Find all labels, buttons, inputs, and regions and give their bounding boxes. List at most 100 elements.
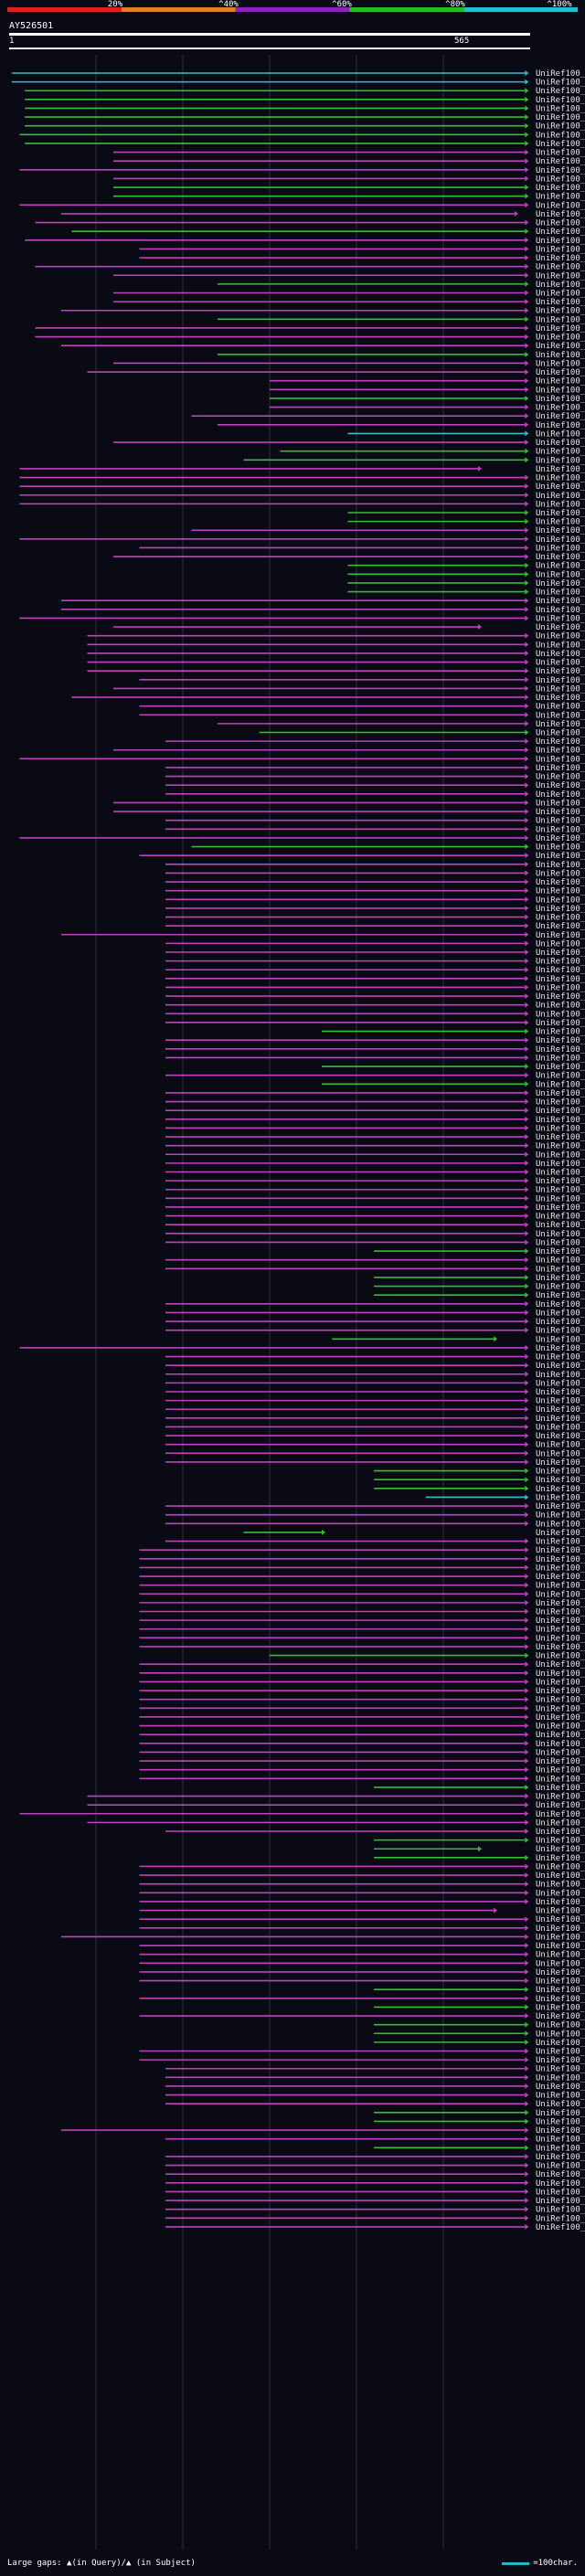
hit-label: UniRef100_A2XDL4 xyxy=(536,140,585,149)
scale-swatch xyxy=(502,2561,530,2565)
hit-arrow xyxy=(525,1230,529,1236)
hit-label: UniRef100_B8L605 xyxy=(536,747,585,756)
hit-arrow xyxy=(514,210,518,217)
hit-arrow xyxy=(494,1336,498,1342)
hit-arrow xyxy=(525,1688,529,1694)
hit-label: UniRef100_A9NUE4 xyxy=(536,412,585,421)
hit-label: UniRef100_Q8H9F4 xyxy=(536,869,585,878)
scale-label: =100char. xyxy=(533,2559,578,2568)
hit-label: UniRef100_B9IL97 xyxy=(536,1405,585,1415)
hit-label: UniRef100_C5XZR3 xyxy=(536,1670,585,1679)
hit-label: UniRef100_B9HAH3 xyxy=(536,351,585,360)
hit-label: UniRef100_A2Z913 xyxy=(536,1933,585,1942)
hit-label: UniRef100_B9SGD5 xyxy=(536,553,585,562)
hit-arrow xyxy=(525,228,529,235)
hit-arrow xyxy=(525,738,529,745)
hit-label: UniRef100_A2ZU04 xyxy=(536,1362,585,1371)
hit-arrow xyxy=(525,1652,529,1659)
hit-arrow xyxy=(525,88,529,94)
hit-label: UniRef100_B9SDC2 xyxy=(536,1959,585,1968)
hit-label: UniRef100_Q0J7C5 xyxy=(536,2083,585,2092)
hit-arrow xyxy=(525,1248,529,1255)
hit-label: UniRef100_B9RNR9 xyxy=(536,1344,585,1353)
hit-label: UniRef100_A2XD19 xyxy=(536,1766,585,1776)
hit-label: UniRef100_A7QJE4 xyxy=(536,219,585,228)
hit-label: UniRef100_A7QVZ2 xyxy=(536,1116,585,1125)
hit-arrow xyxy=(525,1327,529,1333)
hit-label: UniRef100_C0J997 xyxy=(536,2126,585,2136)
hit-arrow xyxy=(525,1415,529,1421)
hit-arrow xyxy=(525,2065,529,2072)
hit-label: UniRef100_B9IL42 xyxy=(536,1626,585,1635)
hit-arrow xyxy=(525,1433,529,1439)
hit-label: UniRef100_Q94BT0 xyxy=(536,113,585,122)
hit-arrow xyxy=(525,685,529,692)
hit-label: UniRef100_Q69QQ2 xyxy=(536,790,585,800)
hit-arrow xyxy=(525,492,529,498)
hit-label: UniRef100_UPI000... xyxy=(536,1098,585,1108)
hit-arrow xyxy=(525,281,529,287)
hit-label: UniRef100_A9NSN4 xyxy=(536,429,585,439)
hit-arrow xyxy=(525,1019,529,1025)
hit-arrow xyxy=(525,1300,529,1307)
hit-arrow xyxy=(478,465,482,472)
hit-arrow xyxy=(525,518,529,525)
hit-arrow xyxy=(525,834,529,841)
hit-arrow xyxy=(525,826,529,832)
hit-arrow xyxy=(525,554,529,560)
hit-label: UniRef100_Q6K612 xyxy=(536,2109,585,2118)
hit-label: UniRef100_C0HHA0 xyxy=(536,1590,585,1599)
hit-label: UniRef100_C4PE84 xyxy=(536,659,585,668)
hit-arrow xyxy=(525,448,529,454)
legend-pct-100: ^100% xyxy=(547,0,572,9)
hit-label: UniRef100_UPI000... xyxy=(536,1862,585,1871)
hit-label: UniRef100_B9IL46 xyxy=(536,1810,585,1819)
hit-label: UniRef100_C5YSW6 xyxy=(536,439,585,448)
hit-arrow xyxy=(525,132,529,138)
hit-arrow xyxy=(525,299,529,305)
hit-arrow xyxy=(525,923,529,929)
hit-arrow xyxy=(525,255,529,261)
hit-arrow xyxy=(525,2171,529,2178)
hit-arrow xyxy=(525,870,529,876)
hit-arrow xyxy=(525,2109,529,2115)
hit-label: UniRef100_C5YNY7 xyxy=(536,175,585,184)
hit-label: UniRef100_C5XSK4 xyxy=(536,1801,585,1810)
hit-arrow xyxy=(525,1028,529,1034)
query-id: AY526501 xyxy=(9,21,54,31)
hit-arrow xyxy=(525,843,529,850)
hit-label: UniRef100_C0PMB1 xyxy=(536,1660,585,1670)
hit-arrow xyxy=(525,1195,529,1202)
hit-label: UniRef100_B9RE23 xyxy=(536,237,585,246)
hit-arrow xyxy=(525,1538,529,1544)
hit-arrow xyxy=(525,1643,529,1649)
hit-label: UniRef100_C5X2B1 xyxy=(536,720,585,729)
hit-arrow xyxy=(525,387,529,393)
hit-label: UniRef100_A7PKN4 xyxy=(536,755,585,764)
hit-label: UniRef100_A7QVZ1 xyxy=(536,1599,585,1608)
hit-arrow xyxy=(525,457,529,463)
hit-arrow xyxy=(525,158,529,164)
hit-arrow xyxy=(525,720,529,726)
hit-label: UniRef100_C5XEC8 xyxy=(536,1818,585,1828)
hit-label: UniRef100_UPI000... xyxy=(536,1449,585,1458)
hit-label: UniRef100_C5Y9B6 xyxy=(536,1019,585,1028)
hit-label: UniRef100_Q6K610 xyxy=(536,2117,585,2126)
hit-label: UniRef100_C5YR79 xyxy=(536,1010,585,1019)
hit-arrow xyxy=(525,149,529,155)
hit-label: UniRef100_A2WUJ1 xyxy=(536,588,585,598)
hit-label: UniRef100_A7P3Q1 xyxy=(536,210,585,219)
hit-label: UniRef100_A5BUM7 xyxy=(536,949,585,958)
hit-arrow xyxy=(525,1829,529,1834)
hit-arrow xyxy=(525,2153,529,2159)
hit-arrow xyxy=(525,1732,529,1738)
hit-label: UniRef100_B8LRL7 xyxy=(536,1696,585,1705)
hit-label: UniRef100_Q0JF92 xyxy=(536,482,585,492)
hit-label: UniRef100_A7R686 xyxy=(536,2056,585,2065)
hit-arrow xyxy=(525,1485,529,1491)
hit-label: UniRef100_C5Z2B5 xyxy=(536,1002,585,1011)
hit-arrow xyxy=(525,193,529,199)
hit-arrow xyxy=(525,140,529,146)
hit-label: UniRef100_C4MM73 xyxy=(536,535,585,545)
hit-arrow xyxy=(525,1924,529,1931)
